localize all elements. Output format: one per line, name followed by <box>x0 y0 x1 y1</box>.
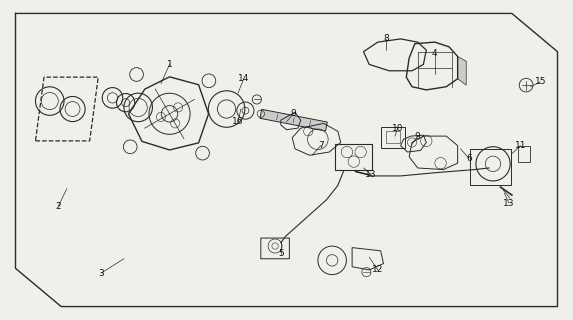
Text: 13: 13 <box>503 198 515 207</box>
Text: 5: 5 <box>278 250 284 259</box>
Text: 14: 14 <box>238 74 249 83</box>
Text: 13: 13 <box>365 170 376 179</box>
Text: 8: 8 <box>383 35 389 44</box>
Text: 10: 10 <box>392 124 403 132</box>
Text: 7: 7 <box>318 141 324 150</box>
Text: 12: 12 <box>372 265 383 275</box>
Text: 16: 16 <box>232 117 244 126</box>
Text: 2: 2 <box>56 202 61 211</box>
Polygon shape <box>458 56 466 85</box>
Text: 9: 9 <box>415 132 421 140</box>
Text: 9: 9 <box>291 109 296 118</box>
Text: 11: 11 <box>515 141 526 150</box>
Polygon shape <box>260 109 327 131</box>
Text: 1: 1 <box>167 60 172 69</box>
Text: 15: 15 <box>535 77 546 86</box>
Text: 3: 3 <box>98 268 104 278</box>
Text: 4: 4 <box>432 49 438 58</box>
Text: 6: 6 <box>466 154 472 163</box>
